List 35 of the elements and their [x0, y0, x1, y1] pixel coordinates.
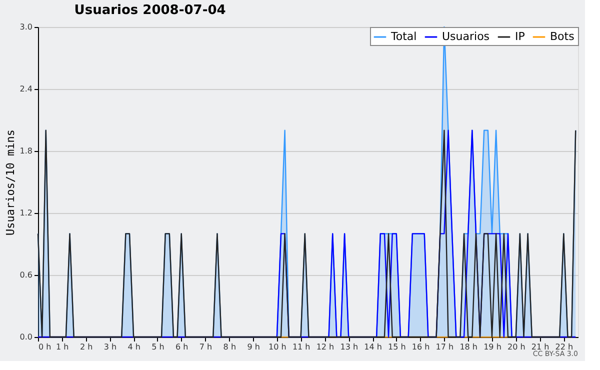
y-tick-label: 1.8 — [20, 146, 32, 156]
x-tick-label: 3 h — [104, 342, 117, 352]
chart-title: Usuarios 2008-07-04 — [74, 3, 226, 18]
x-tick-label: 21 h — [531, 342, 550, 352]
legend-label: Total — [390, 30, 417, 43]
y-axis-title: Usuarios/10 mins — [4, 130, 17, 236]
x-tick-label: 19 h — [484, 342, 502, 352]
x-tick-label: 16 h — [412, 342, 430, 352]
legend-label: Usuarios — [442, 30, 490, 43]
x-tick-label: 13 h — [340, 342, 358, 352]
x-tick-label: 22 h — [555, 342, 574, 352]
x-tick-label: 20 h — [507, 342, 526, 352]
x-tick-label: 2 h — [80, 342, 93, 352]
x-tick-label: 4 h — [128, 342, 140, 352]
x-tick-label: 6 h — [176, 342, 188, 352]
x-tick-label: 1 h — [56, 342, 69, 352]
legend-label: Bots — [550, 30, 575, 43]
x-tick-label: 5 h — [152, 342, 164, 352]
y-tick-label: 2.4 — [20, 84, 32, 94]
x-tick-label: 11 h — [292, 342, 310, 352]
legend-label: IP — [515, 30, 526, 43]
x-tick-label: 18 h — [460, 342, 478, 352]
y-tick-label: 0.6 — [20, 270, 32, 280]
x-tick-label: 14 h — [364, 342, 382, 352]
x-tick-label: 17 h — [436, 342, 454, 352]
x-tick-label: 9 h — [247, 342, 260, 352]
x-tick-label: 7 h — [199, 342, 212, 352]
x-tick-label: 8 h — [223, 342, 236, 352]
y-tick-label: 0.0 — [20, 332, 32, 342]
y-tick-label: 1.2 — [20, 208, 32, 218]
x-tick-label: 15 h — [388, 342, 406, 352]
x-tick-label: 10 h — [268, 342, 286, 352]
x-tick-label: 0 h — [38, 342, 52, 352]
x-tick-label: 12 h — [316, 342, 334, 352]
y-tick-label: 3.0 — [20, 22, 32, 32]
